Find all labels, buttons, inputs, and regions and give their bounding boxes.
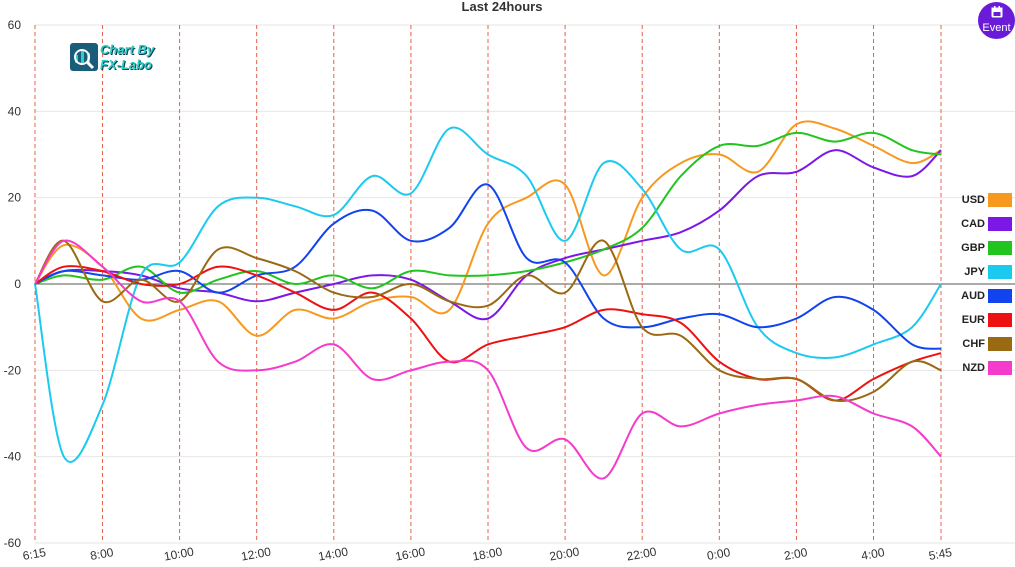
y-tick-label: -60 bbox=[4, 536, 22, 550]
logo-icon bbox=[70, 43, 98, 71]
legend-item-chf[interactable]: CHF bbox=[955, 334, 1015, 358]
legend-item-usd[interactable]: USD bbox=[955, 190, 1015, 214]
event-label: Event bbox=[982, 22, 1011, 34]
legend: USD CAD GBP JPY AUD EUR CHF NZD bbox=[955, 190, 1015, 382]
legend-item-gbp[interactable]: GBP bbox=[955, 238, 1015, 262]
x-tick-label: 5:45 bbox=[928, 545, 954, 563]
legend-label: AUD bbox=[961, 290, 985, 302]
legend-item-jpy[interactable]: JPY bbox=[955, 262, 1015, 286]
legend-swatch bbox=[988, 289, 1012, 303]
legend-label: EUR bbox=[961, 314, 985, 326]
x-tick-label: 22:00 bbox=[626, 545, 658, 564]
series-line-usd bbox=[34, 120, 942, 337]
series-line-gbp bbox=[34, 131, 942, 294]
legend-swatch bbox=[988, 265, 1012, 279]
series-line-aud bbox=[34, 183, 942, 350]
logo-line2: FX-Labo bbox=[100, 57, 152, 72]
legend-item-aud[interactable]: AUD bbox=[955, 286, 1015, 310]
calendar-icon bbox=[991, 6, 1003, 18]
x-tick-label: 16:00 bbox=[394, 545, 426, 564]
logo-line1: Chart By bbox=[100, 42, 155, 57]
series-line-nzd bbox=[34, 239, 942, 480]
series-line-cad bbox=[34, 149, 942, 321]
x-tick-label: 18:00 bbox=[471, 545, 503, 564]
legend-label: CAD bbox=[961, 218, 985, 230]
legend-label: JPY bbox=[964, 266, 985, 278]
y-tick-label: 0 bbox=[14, 277, 21, 291]
x-tick-label: 14:00 bbox=[317, 545, 349, 564]
x-tick-label: 2:00 bbox=[783, 545, 809, 563]
legend-swatch bbox=[988, 241, 1012, 255]
chart-title: Last 24hours bbox=[462, 0, 543, 14]
x-tick-label: 10:00 bbox=[163, 545, 195, 564]
x-tick-label: 0:00 bbox=[706, 545, 732, 563]
legend-swatch bbox=[988, 361, 1012, 375]
legend-item-nzd[interactable]: NZD bbox=[955, 358, 1015, 382]
legend-item-eur[interactable]: EUR bbox=[955, 310, 1015, 334]
legend-label: GBP bbox=[961, 242, 985, 254]
x-axis: 6:15 8:00 10:00 12:00 14:00 16:00 18:00 20:00 22… bbox=[22, 545, 954, 564]
x-tick-label: 8:00 bbox=[89, 545, 115, 563]
legend-item-cad[interactable]: CAD bbox=[955, 214, 1015, 238]
legend-label: NZD bbox=[962, 362, 985, 374]
legend-label: USD bbox=[961, 194, 985, 206]
legend-label: CHF bbox=[962, 338, 985, 350]
legend-swatch bbox=[988, 217, 1012, 231]
x-tick-label: 4:00 bbox=[860, 545, 886, 563]
legend-swatch bbox=[988, 337, 1012, 351]
y-axis: -60 -40 -20 0 20 40 60 bbox=[4, 18, 22, 550]
y-tick-label: 60 bbox=[8, 18, 22, 32]
x-tick-label: 12:00 bbox=[240, 545, 272, 564]
logo: Chart By FX-Labo bbox=[70, 42, 170, 74]
y-tick-label: 40 bbox=[8, 104, 22, 118]
legend-swatch bbox=[988, 193, 1012, 207]
x-tick-label: 6:15 bbox=[22, 545, 48, 563]
series-lines bbox=[34, 120, 942, 480]
event-button[interactable]: Event bbox=[978, 2, 1015, 39]
y-tick-label: 20 bbox=[8, 191, 22, 205]
y-tick-label: -20 bbox=[4, 363, 22, 377]
series-line-jpy bbox=[34, 126, 942, 463]
legend-swatch bbox=[988, 313, 1012, 327]
y-tick-label: -40 bbox=[4, 450, 22, 464]
x-tick-label: 20:00 bbox=[548, 545, 580, 564]
